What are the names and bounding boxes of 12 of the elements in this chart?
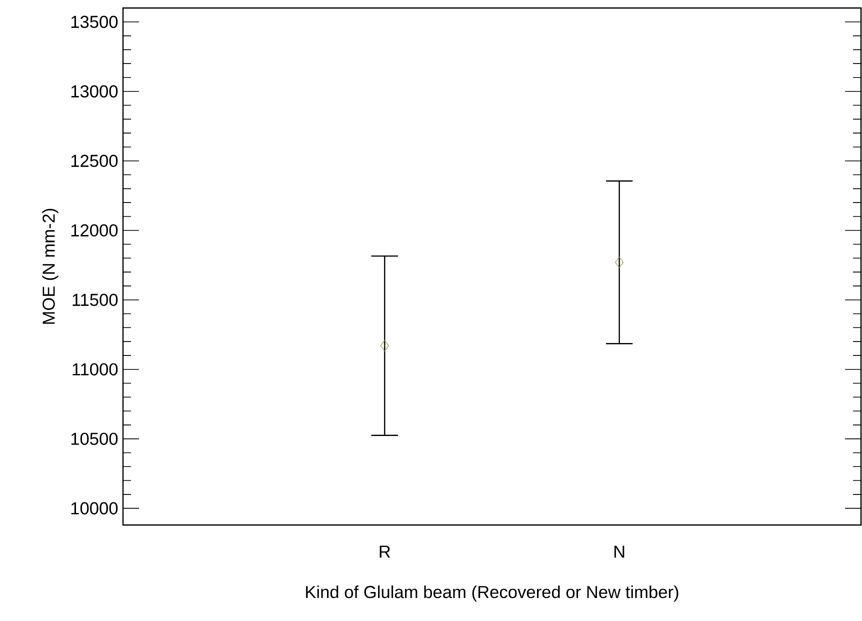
y-tick-label: 12000 (71, 224, 118, 236)
x-tick-label: R (380, 546, 390, 558)
y-tick-label: 10000 (71, 502, 118, 514)
y-tick-label: 11000 (72, 363, 118, 376)
y-tick-label: 11500 (72, 294, 118, 306)
y-tick-label: 13500 (71, 16, 118, 28)
y-tick-label: 13000 (71, 85, 118, 98)
x-tick-label: N (614, 546, 624, 558)
y-tick-label: 10500 (71, 432, 118, 445)
x-axis-title: Kind of Glulam beam (Recovered or New timber) (306, 585, 678, 602)
y-tick-label: 12500 (71, 154, 118, 168)
y-axis-title: MOE (N mm-2) (42, 208, 58, 324)
